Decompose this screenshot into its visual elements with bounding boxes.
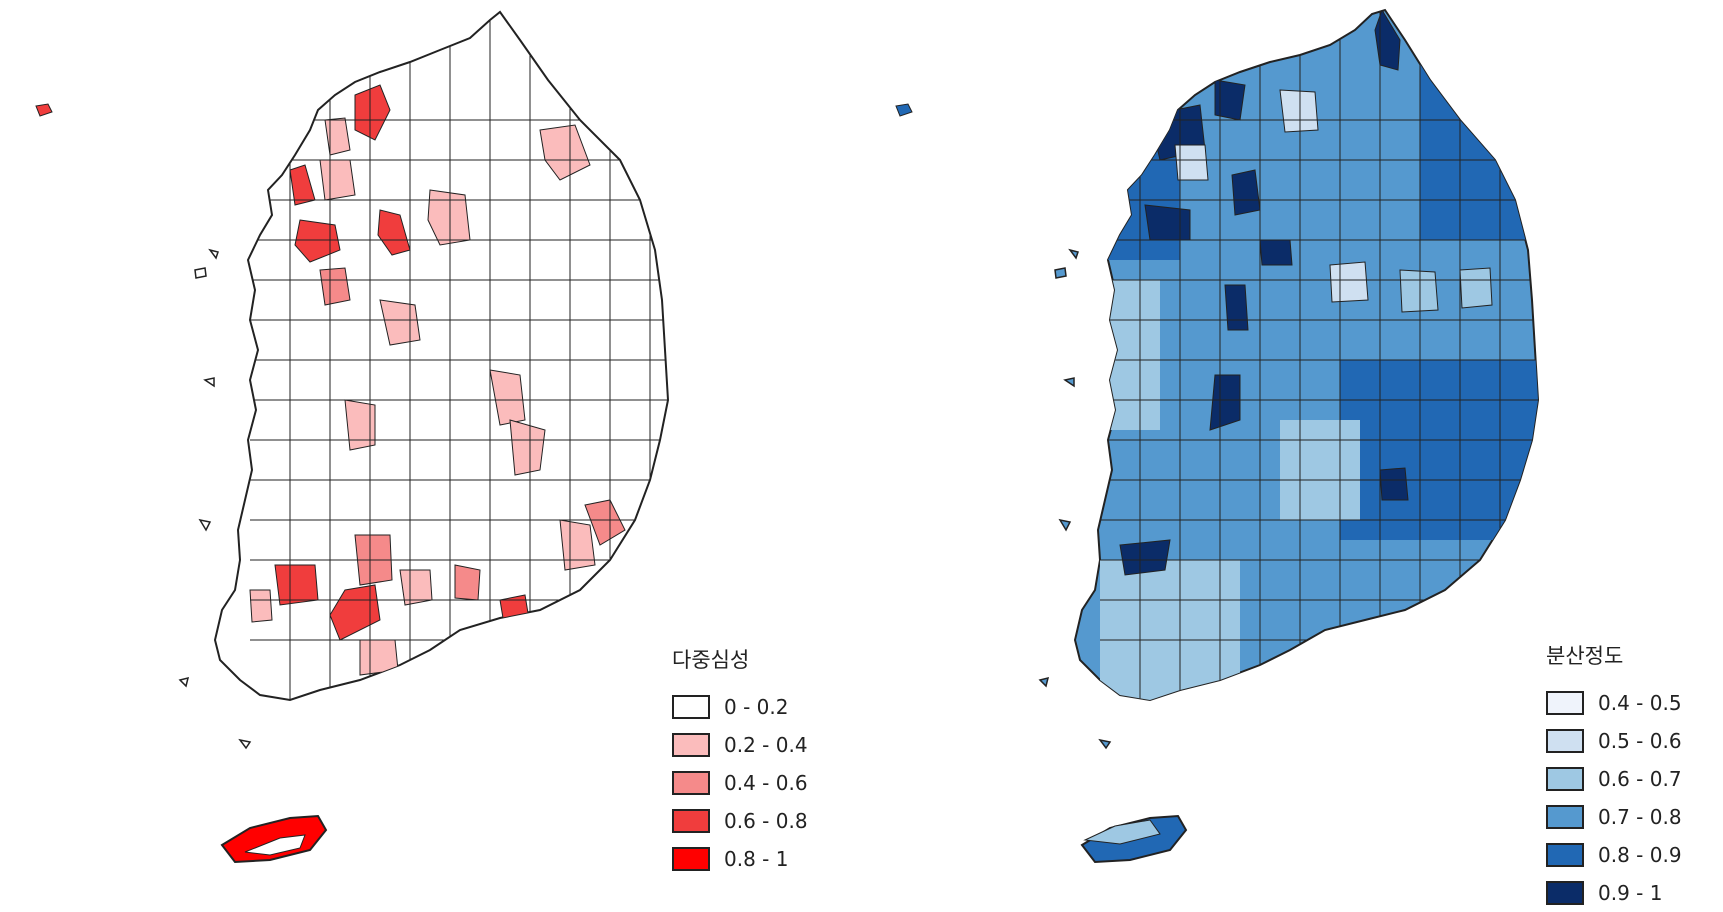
korea-mainland bbox=[895, 8, 1540, 864]
district bbox=[324, 117, 351, 156]
district bbox=[244, 134, 276, 186]
district bbox=[1340, 360, 1538, 540]
ulleung-island bbox=[895, 103, 913, 117]
district-fills bbox=[244, 84, 626, 676]
legend-label: 0 - 0.2 bbox=[724, 695, 789, 719]
legend-swatch bbox=[672, 695, 710, 719]
district bbox=[1174, 144, 1209, 181]
jeju-island bbox=[220, 814, 328, 864]
legend-swatch bbox=[1546, 729, 1584, 753]
district bbox=[1279, 89, 1319, 133]
district bbox=[354, 84, 391, 141]
legend-item: 0.6 - 0.8 bbox=[672, 802, 808, 840]
district bbox=[1329, 261, 1369, 303]
district bbox=[1374, 10, 1401, 71]
dispersion-map bbox=[895, 8, 1540, 864]
district bbox=[1224, 284, 1249, 331]
legend-item: 0.4 - 0.5 bbox=[1546, 684, 1682, 722]
district bbox=[274, 564, 319, 606]
district-boundaries bbox=[250, 20, 668, 700]
dispersion-legend: 분산정도 0.4 - 0.5 0.5 - 0.6 0.6 - 0.7 0.7 -… bbox=[1546, 640, 1682, 912]
district bbox=[1119, 539, 1171, 576]
district-boundaries bbox=[1100, 10, 1538, 700]
legend-title: 다중심성 bbox=[672, 648, 750, 672]
legend-swatch bbox=[1546, 843, 1584, 867]
legend-swatch bbox=[1546, 881, 1584, 905]
legend-item: 0.5 - 0.6 bbox=[1546, 722, 1682, 760]
legend-item: 0.8 - 1 bbox=[672, 840, 808, 878]
boundary-grid bbox=[1100, 119, 1538, 641]
district bbox=[319, 159, 356, 201]
legend-item: 0.8 - 0.9 bbox=[1546, 836, 1682, 874]
district bbox=[1259, 239, 1293, 266]
legend-swatch bbox=[1546, 767, 1584, 791]
district bbox=[377, 209, 411, 256]
district bbox=[294, 219, 341, 263]
legend-label: 0.9 - 1 bbox=[1598, 881, 1663, 905]
district bbox=[1459, 267, 1493, 309]
district bbox=[489, 369, 526, 426]
district bbox=[559, 519, 596, 571]
legend-item: 0.6 - 0.7 bbox=[1546, 760, 1682, 798]
boundary-grid bbox=[1139, 10, 1501, 700]
centrality-legend: 다중심성 0 - 0.2 0.2 - 0.4 0.4 - 0.6 0.6 - 0… bbox=[672, 644, 808, 878]
legend-swatch bbox=[672, 771, 710, 795]
legend-item: 0.7 - 0.8 bbox=[1546, 798, 1682, 836]
legend-label: 0.4 - 0.6 bbox=[724, 771, 808, 795]
district bbox=[539, 124, 591, 181]
legend-swatch bbox=[1546, 691, 1584, 715]
district bbox=[584, 499, 626, 546]
district bbox=[1209, 374, 1241, 431]
district bbox=[344, 399, 376, 451]
legend-label: 0.4 - 0.5 bbox=[1598, 691, 1682, 715]
legend-label: 0.5 - 0.6 bbox=[1598, 729, 1682, 753]
legend-swatch bbox=[672, 847, 710, 871]
western-islands bbox=[178, 248, 252, 750]
district bbox=[359, 639, 399, 676]
legend-label: 0.6 - 0.8 bbox=[724, 809, 808, 833]
legend-label: 0.7 - 0.8 bbox=[1598, 805, 1682, 829]
district bbox=[1100, 560, 1240, 700]
district bbox=[1379, 467, 1409, 501]
legend-item: 0 - 0.2 bbox=[672, 688, 808, 726]
centrality-map-panel: 다중심성 0 - 0.2 0.2 - 0.4 0.4 - 0.6 0.6 - 0… bbox=[0, 0, 860, 896]
legend-item: 0.4 - 0.6 bbox=[672, 764, 808, 802]
district bbox=[1280, 420, 1360, 520]
district bbox=[249, 589, 273, 623]
legend-item: 0.2 - 0.4 bbox=[672, 726, 808, 764]
centrality-map bbox=[35, 10, 670, 864]
jeju-inner bbox=[244, 834, 306, 856]
legend-label: 0.8 - 1 bbox=[724, 847, 789, 871]
dispersion-map-panel: 분산정도 0.4 - 0.5 0.5 - 0.6 0.6 - 0.7 0.7 -… bbox=[860, 0, 1723, 905]
district bbox=[1144, 204, 1191, 241]
ulleung-island bbox=[35, 103, 53, 117]
jeju-inner bbox=[1083, 819, 1161, 845]
district bbox=[319, 267, 351, 306]
district bbox=[1231, 169, 1261, 216]
legend-label: 0.8 - 0.9 bbox=[1598, 843, 1682, 867]
district bbox=[1420, 60, 1538, 240]
district bbox=[1399, 269, 1439, 313]
boundary-grid bbox=[250, 119, 668, 641]
district bbox=[454, 564, 481, 601]
district bbox=[509, 419, 546, 476]
western-islands bbox=[1038, 248, 1112, 750]
district bbox=[427, 189, 471, 246]
legend-label: 0.2 - 0.4 bbox=[724, 733, 808, 757]
legend-title: 분산정도 bbox=[1546, 644, 1624, 668]
legend-swatch bbox=[672, 733, 710, 757]
boundary-grid bbox=[289, 20, 651, 700]
legend-swatch bbox=[1546, 805, 1584, 829]
korea-mainland bbox=[35, 10, 670, 864]
legend-swatch bbox=[672, 809, 710, 833]
legend-label: 0.6 - 0.7 bbox=[1598, 767, 1682, 791]
district bbox=[1100, 280, 1160, 430]
legend-item: 0.9 - 1 bbox=[1546, 874, 1682, 912]
